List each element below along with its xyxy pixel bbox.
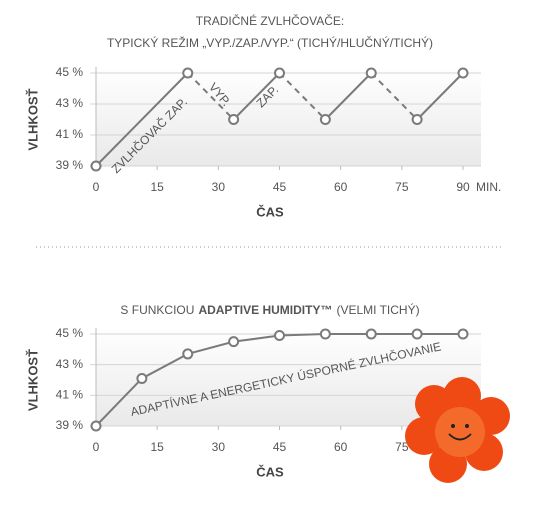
point: [182, 67, 194, 79]
y-tick-label: 43 %: [56, 357, 84, 371]
point: [228, 336, 240, 348]
point: [457, 328, 469, 340]
x-tick-label: 30: [212, 180, 226, 194]
y-axis-label: VLHKOSŤ: [25, 349, 40, 411]
line-segment: [416, 72, 464, 121]
point: [136, 372, 148, 384]
point: [274, 330, 285, 342]
eye: [465, 424, 469, 428]
x-tick-label: 30: [212, 440, 226, 454]
point: [90, 160, 102, 172]
y-tick-label: 41 %: [56, 388, 84, 402]
title-part: S FUNKCIOU: [120, 303, 194, 317]
eye: [451, 424, 455, 428]
petal: [405, 417, 443, 455]
chart-title: TRADIČNÉ ZVLHČOVAČE:: [196, 13, 344, 28]
x-unit: MIN.: [476, 180, 501, 194]
line-segment: [232, 72, 281, 121]
flower-logo: [405, 377, 510, 483]
x-tick-label: 45: [273, 440, 287, 454]
x-axis-label: ČAS: [256, 464, 284, 479]
x-tick-label: 0: [93, 180, 100, 194]
x-tick-label: 90: [456, 180, 470, 194]
line-segment: [95, 72, 189, 167]
x-tick-label: 15: [150, 180, 164, 194]
x-tick-label: 0: [93, 440, 100, 454]
y-tick-label: 39 %: [56, 158, 84, 172]
chart-title: TYPICKÝ REŽIM „VYP./ZAP./VYP.“ (TICHÝ/HL…: [107, 35, 433, 50]
x-tick-label: 75: [395, 440, 409, 454]
y-tick-label: 43 %: [56, 96, 84, 110]
point: [457, 67, 469, 79]
point: [411, 328, 423, 340]
y-tick-label: 39 %: [56, 418, 84, 432]
title-part: (VELMI TICHÝ): [336, 302, 419, 317]
point: [319, 114, 331, 125]
y-axis-label: VLHKOSŤ: [25, 88, 40, 150]
x-tick-label: 15: [150, 440, 164, 454]
point: [365, 67, 377, 79]
chart-title: S FUNKCIOU ADAPTIVE HUMIDITY™ (VELMI TICHÝ…: [120, 302, 419, 317]
y-tick-label: 41 %: [56, 127, 84, 141]
x-tick-label: 60: [334, 180, 348, 194]
chart: S FUNKCIOU ADAPTIVE HUMIDITY™ (VELMI TICHÝ…: [25, 302, 501, 479]
point: [228, 114, 240, 125]
y-tick-label: 45 %: [56, 326, 84, 340]
point: [319, 328, 331, 340]
point: [274, 67, 285, 79]
x-tick-label: 45: [273, 180, 287, 194]
point: [411, 114, 423, 125]
point: [182, 348, 194, 360]
point: [365, 328, 377, 340]
x-axis-label: ČAS: [256, 204, 284, 219]
line-segment: [324, 72, 372, 121]
flower-center: [435, 407, 485, 457]
x-tick-label: 60: [334, 440, 348, 454]
y-tick-label: 45 %: [56, 65, 84, 79]
x-tick-label: 75: [395, 180, 409, 194]
point: [90, 420, 102, 432]
smile: [448, 433, 472, 441]
title-part: ADAPTIVE HUMIDITY™: [198, 303, 332, 317]
chart: TRADIČNÉ ZVLHČOVAČE: TYPICKÝ REŽIM „VYP./…: [25, 13, 501, 219]
